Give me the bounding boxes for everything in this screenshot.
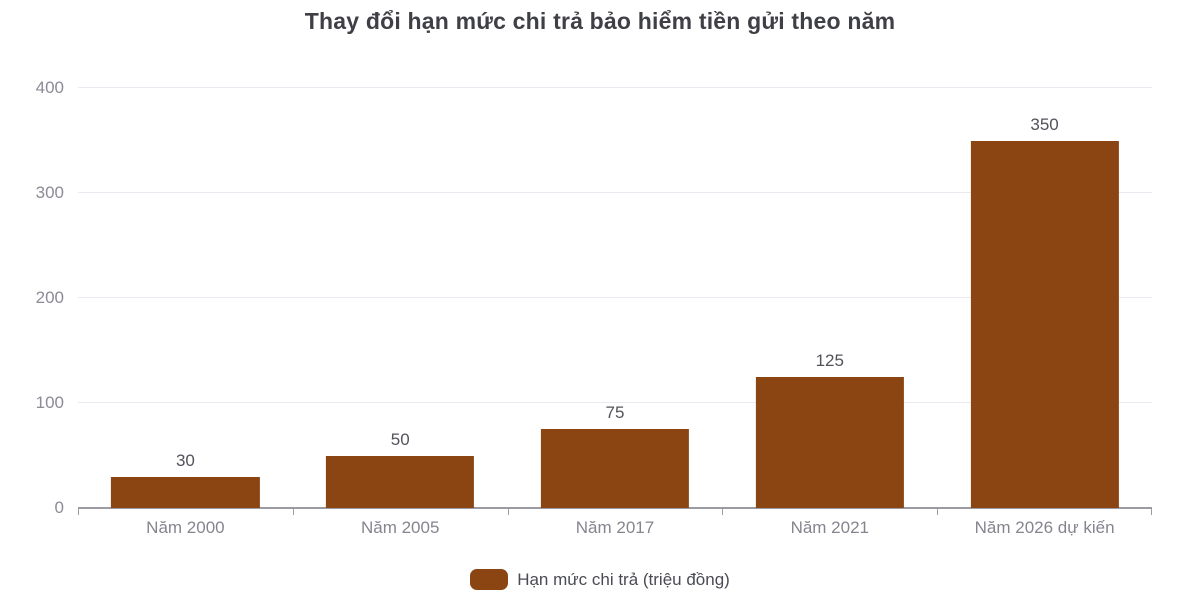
category-cell: 75 Năm 2017 xyxy=(508,88,723,537)
x-axis-tick xyxy=(722,508,724,515)
gridline-300 xyxy=(78,192,1152,193)
y-axis-tick-label: 0 xyxy=(54,498,64,517)
category-cell: 350 Năm 2026 dự kiến xyxy=(937,88,1152,537)
y-axis-tick-label: 100 xyxy=(35,393,64,412)
value-label: 125 xyxy=(815,350,844,370)
legend-label: Hạn mức chi trả (triệu đồng) xyxy=(517,569,730,589)
x-axis-tick xyxy=(507,508,509,515)
bar-năm-2005[interactable] xyxy=(326,455,475,508)
x-axis-tick xyxy=(937,508,939,515)
plot-area: 0 100 200 300 400 30 Năm 2000 50 Năm 2005 75 Năm 2… xyxy=(36,78,1152,537)
x-axis-tick xyxy=(78,508,79,515)
x-axis-category-label: Năm 2000 xyxy=(146,518,225,537)
gridline-200 xyxy=(78,297,1152,298)
legend[interactable]: Hạn mức chi trả (triệu đồng) xyxy=(0,569,1200,590)
value-label: 75 xyxy=(605,403,625,423)
x-axis-tick xyxy=(292,508,294,515)
x-axis-line xyxy=(78,507,1152,509)
bar-năm-2000[interactable] xyxy=(111,476,260,508)
y-axis-tick-label: 300 xyxy=(35,183,64,202)
chart-title: Thay đổi hạn mức chi trả bảo hiểm tiền g… xyxy=(304,8,896,34)
category-cell: 30 Năm 2000 xyxy=(78,88,293,537)
y-axis-tick-label: 200 xyxy=(35,288,64,307)
category-cell: 125 Năm 2021 xyxy=(722,88,937,537)
value-label: 50 xyxy=(390,429,410,449)
x-axis-category-label: Năm 2026 dự kiến xyxy=(974,518,1115,537)
value-label: 30 xyxy=(175,450,195,470)
bar-năm-2017[interactable] xyxy=(540,429,690,508)
x-axis-tick xyxy=(1151,508,1152,515)
x-axis-category-label: Năm 2005 xyxy=(360,518,440,537)
legend-swatch xyxy=(470,569,509,590)
x-axis-category-label: Năm 2021 xyxy=(790,518,869,537)
value-label: 350 xyxy=(1030,114,1059,134)
gridline-400 xyxy=(78,87,1152,88)
bar-năm-2026-dự-kiến[interactable] xyxy=(970,140,1119,508)
x-axis-category-label: Năm 2017 xyxy=(575,518,655,537)
category-cell: 50 Năm 2005 xyxy=(293,88,508,537)
gridline-100 xyxy=(78,402,1152,403)
bar-năm-2021[interactable] xyxy=(755,376,904,508)
y-axis-tick-label: 400 xyxy=(35,78,64,97)
